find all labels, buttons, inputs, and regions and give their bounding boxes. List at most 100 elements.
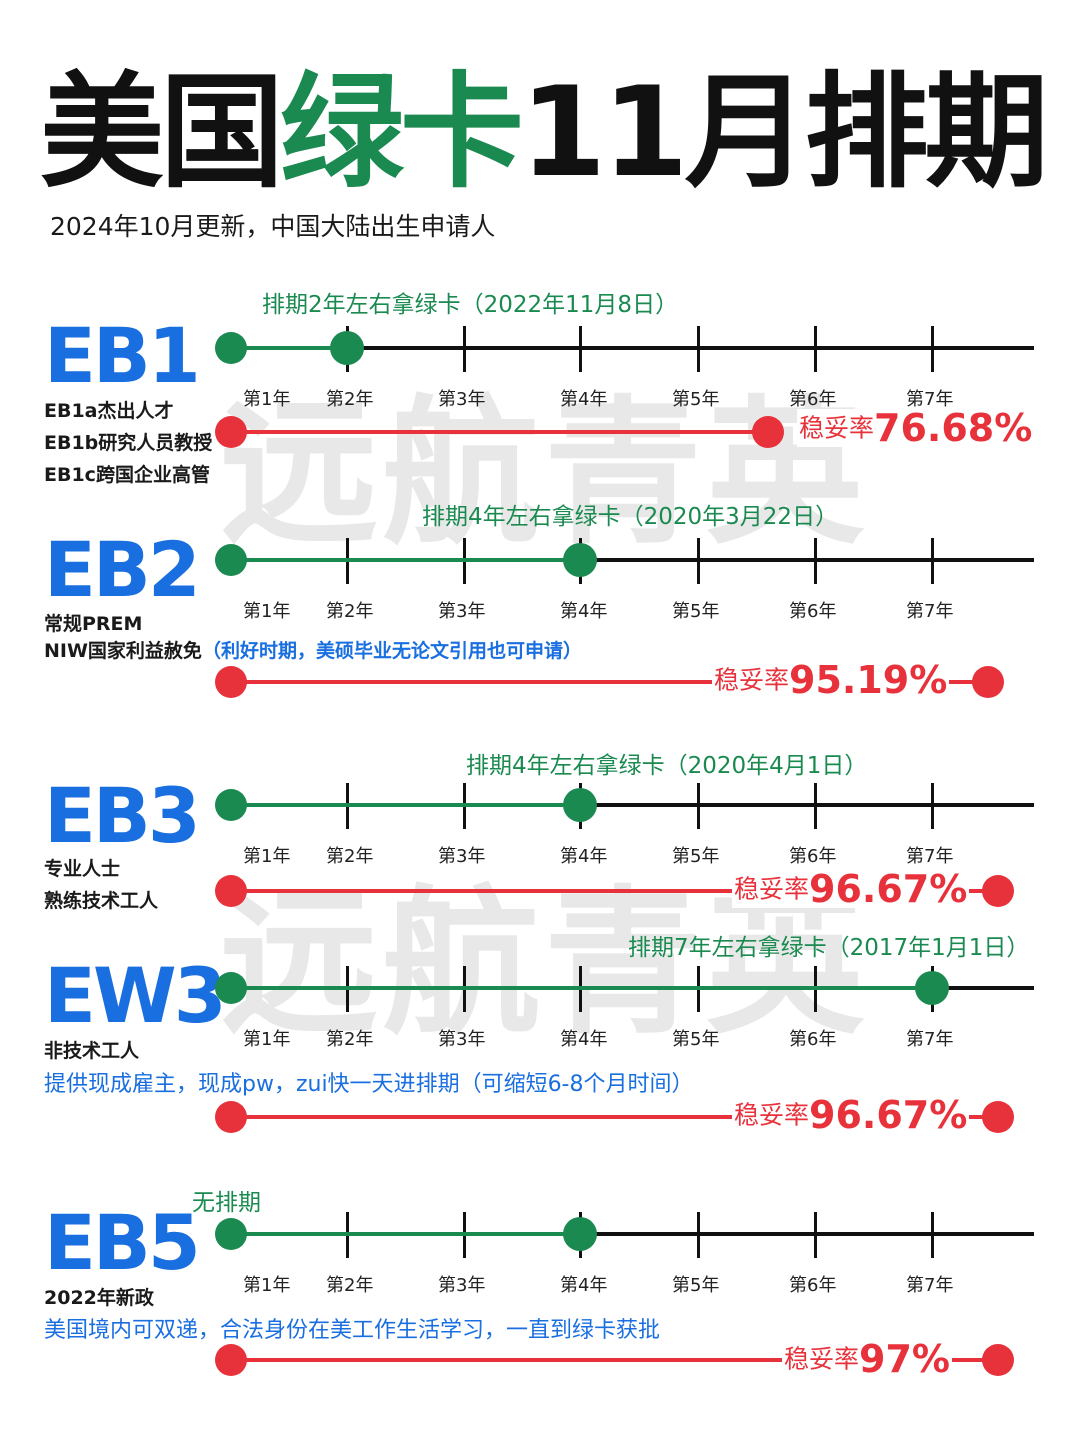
- category-label-ew3: EW3: [44, 951, 227, 1040]
- year-label-ew3-4: 第4年: [560, 1029, 608, 1050]
- year-label-eb2-1: 第1年: [243, 601, 291, 622]
- year-label-ew3-5: 第5年: [672, 1029, 720, 1050]
- end-dot-eb2: [563, 543, 597, 577]
- title-part2: 绿卡: [280, 61, 524, 205]
- year-label-eb5-1: 第1年: [243, 1275, 291, 1296]
- year-label-eb1-1: 第1年: [243, 389, 291, 410]
- year-tick-eb2-7: [931, 538, 934, 584]
- description-ew3-1: 非技术工人: [44, 1040, 140, 1062]
- start-dot-eb1: [215, 332, 247, 364]
- year-label-eb3-2: 第2年: [326, 846, 374, 867]
- note-ew3: 提供现成雇主，现成pw，zui快一天进排期（可缩短6-8个月时间）: [44, 1072, 694, 1097]
- description-eb3-2: 熟练技术工人: [44, 890, 159, 912]
- rate-label-eb3: 稳妥率: [734, 874, 810, 904]
- rate-start-dot-eb2: [215, 666, 247, 698]
- axis-line-eb3: [231, 803, 1034, 807]
- category-label-eb1: EB1: [44, 311, 201, 400]
- year-tick-eb2-6: [814, 538, 817, 584]
- rate-start-dot-eb1: [215, 416, 247, 448]
- rate-label-eb2: 稳妥率: [714, 665, 790, 695]
- rate-eb3: 稳妥率96.67%: [732, 867, 970, 911]
- rate-line-eb3: [231, 889, 998, 893]
- year-tick-eb2-5: [697, 538, 700, 584]
- description-eb2-2: NIW国家利益赦免: [44, 640, 202, 662]
- rate-value-eb1: 76.68%: [874, 406, 1033, 450]
- year-label-ew3-1: 第1年: [243, 1029, 291, 1050]
- wait-caption-eb2: 排期4年左右拿绿卡（2020年3月22日）: [422, 504, 839, 530]
- year-label-eb5-2: 第2年: [326, 1275, 374, 1296]
- axis-line-eb5: [231, 1232, 1034, 1236]
- year-label-eb2-5: 第5年: [672, 601, 720, 622]
- year-tick-eb5-5: [697, 1212, 700, 1258]
- progress-line-eb3: [231, 803, 580, 807]
- year-label-eb5-7: 第7年: [906, 1275, 954, 1296]
- description-eb1-3: EB1c跨国企业高管: [44, 464, 210, 486]
- rate-label-eb1: 稳妥率: [799, 413, 875, 443]
- description-eb3-1: 专业人士: [44, 858, 121, 880]
- rate-line-ew3: [231, 1115, 998, 1119]
- rate-label-ew3: 稳妥率: [734, 1100, 810, 1130]
- watermark-top: 远航青英: [220, 382, 868, 566]
- note-eb5: 美国境内可双递，合法身份在美工作生活学习，一直到绿卡获批: [44, 1318, 661, 1343]
- axis-line-eb1: [231, 346, 1034, 350]
- start-dot-eb2: [215, 544, 247, 576]
- end-dot-eb1: [330, 331, 364, 365]
- year-label-eb5-4: 第4年: [560, 1275, 608, 1296]
- wait-caption-eb3: 排期4年左右拿绿卡（2020年4月1日）: [466, 753, 868, 779]
- start-dot-eb5: [215, 1218, 247, 1250]
- rate-eb5: 稳妥率97%: [782, 1340, 952, 1378]
- rate-line-eb5: [231, 1358, 998, 1362]
- year-label-ew3-6: 第6年: [789, 1029, 837, 1050]
- year-tick-eb1-7: [931, 326, 934, 372]
- rate-end-dot-eb2: [972, 666, 1004, 698]
- year-tick-eb1-3: [463, 326, 466, 372]
- year-label-eb3-5: 第5年: [672, 846, 720, 867]
- axis-line-eb2: [231, 558, 1034, 562]
- category-label-eb3: EB3: [44, 771, 201, 860]
- end-dot-ew3: [915, 971, 949, 1005]
- year-tick-eb1-5: [697, 326, 700, 372]
- rate-eb2: 稳妥率95.19%: [712, 658, 950, 702]
- rate-end-dot-ew3: [982, 1101, 1014, 1133]
- rate-end-dot-eb3: [982, 875, 1014, 907]
- description-eb2-2-row: NIW国家利益赦免（利好时期，美硕毕业无论文引用也可申请）: [44, 636, 582, 663]
- progress-line-ew3: [231, 986, 932, 990]
- year-label-eb3-4: 第4年: [560, 846, 608, 867]
- end-dot-eb3: [563, 788, 597, 822]
- year-label-eb3-6: 第6年: [789, 846, 837, 867]
- year-label-eb2-3: 第3年: [438, 601, 486, 622]
- progress-line-eb1: [231, 346, 347, 350]
- rate-value-eb5: 97%: [859, 1337, 950, 1381]
- wait-caption-eb5: 无排期: [192, 1190, 261, 1216]
- rate-start-dot-eb5: [215, 1344, 247, 1376]
- start-dot-ew3: [215, 972, 247, 1004]
- category-label-eb2: EB2: [44, 525, 201, 614]
- year-tick-eb1-4: [579, 326, 582, 372]
- rate-end-dot-eb5: [982, 1344, 1014, 1376]
- progress-line-eb2: [231, 558, 580, 562]
- category-label-eb5: EB5: [44, 1198, 201, 1287]
- rate-line-eb2: [231, 680, 988, 684]
- page-title: 美国绿卡11月排期: [40, 58, 1049, 208]
- description-eb2-1: 常规PREM: [44, 613, 143, 635]
- rate-value-ew3: 96.67%: [809, 1093, 968, 1137]
- rate-eb1: 稳妥率76.68%: [797, 406, 1035, 450]
- rate-value-eb2: 95.19%: [789, 658, 948, 702]
- year-label-eb1-6: 第6年: [789, 389, 837, 410]
- year-label-ew3-3: 第3年: [438, 1029, 486, 1050]
- rate-value-eb3: 96.67%: [809, 867, 968, 911]
- title-part3: 11月排期: [520, 61, 1049, 205]
- description-eb1-2: EB1b研究人员教授: [44, 432, 213, 454]
- year-label-eb5-6: 第6年: [789, 1275, 837, 1296]
- year-tick-eb3-6: [814, 783, 817, 829]
- progress-line-eb5: [231, 1232, 580, 1236]
- year-tick-eb3-5: [697, 783, 700, 829]
- wait-caption-ew3: 排期7年左右拿绿卡（2017年1月1日）: [628, 935, 1030, 961]
- year-label-eb1-2: 第2年: [326, 389, 374, 410]
- year-label-eb1-5: 第5年: [672, 389, 720, 410]
- start-dot-eb3: [215, 789, 247, 821]
- description-eb1-1: EB1a杰出人才: [44, 400, 174, 422]
- year-label-eb3-1: 第1年: [243, 846, 291, 867]
- rate-ew3: 稳妥率96.67%: [732, 1093, 970, 1137]
- rate-end-dot-eb1: [752, 416, 784, 448]
